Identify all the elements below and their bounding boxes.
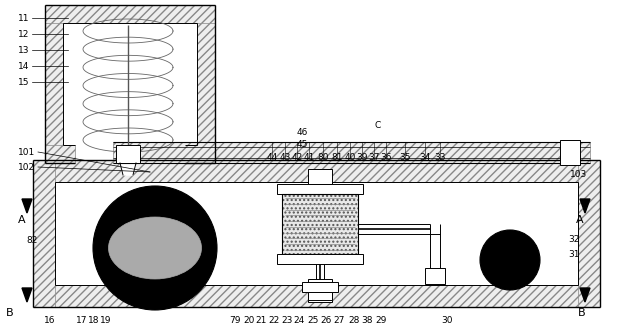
Text: 22: 22 [268,316,279,325]
Text: 28: 28 [349,316,360,325]
Text: 34: 34 [419,153,431,162]
Bar [302,282,338,292]
Text: 33: 33 [434,153,446,162]
Text: 81: 81 [331,153,343,162]
Bar [33,285,600,307]
Circle shape [143,236,167,260]
Text: 32: 32 [568,235,580,244]
Bar [33,160,55,307]
Text: 37: 37 [368,153,379,162]
Bar [116,145,140,163]
Circle shape [127,220,183,276]
Text: 17: 17 [76,316,88,325]
Text: 102: 102 [18,163,35,172]
Bar [45,145,75,163]
Text: B: B [6,308,14,318]
Bar [578,160,600,307]
Bar [197,5,215,163]
Text: 25: 25 [307,316,319,325]
Bar [33,160,600,182]
Bar [308,292,332,300]
Text: 41: 41 [303,153,315,162]
Text: B: B [578,308,586,318]
Bar [308,294,332,302]
Text: 14: 14 [18,62,30,71]
Text: 19: 19 [100,316,112,325]
Bar [282,194,358,254]
Text: 12: 12 [18,30,30,39]
Polygon shape [120,163,136,175]
Text: 11: 11 [18,14,30,23]
Text: 82: 82 [27,236,38,245]
Text: 20: 20 [243,316,255,325]
Text: 40: 40 [344,153,356,162]
Text: 45: 45 [296,140,308,149]
Text: A: A [18,215,26,225]
Text: 35: 35 [399,153,411,162]
Text: 27: 27 [333,316,345,325]
Bar [308,169,332,184]
Text: 38: 38 [362,316,373,325]
Text: 39: 39 [356,153,368,162]
Bar [425,268,445,284]
Bar [113,142,590,163]
Text: 44: 44 [266,153,277,162]
Text: 23: 23 [281,316,293,325]
Circle shape [498,248,522,272]
Text: 42: 42 [291,153,303,162]
Text: 13: 13 [18,46,30,55]
Polygon shape [22,288,32,302]
Text: 46: 46 [296,128,308,137]
Text: 16: 16 [44,316,56,325]
Text: 31: 31 [568,250,580,259]
Text: 29: 29 [375,316,387,325]
Text: 36: 36 [380,153,392,162]
Text: 80: 80 [317,153,329,162]
Circle shape [480,230,540,290]
Text: 26: 26 [320,316,332,325]
Bar [282,194,358,254]
Ellipse shape [109,217,201,279]
Text: 30: 30 [441,316,453,325]
Text: 79: 79 [229,316,241,325]
Text: 43: 43 [279,153,290,162]
Bar [277,254,363,264]
Bar [45,5,215,23]
Text: C: C [375,121,381,130]
Text: 18: 18 [88,316,99,325]
Polygon shape [580,199,590,213]
Bar [560,140,580,165]
Polygon shape [580,288,590,302]
Text: 21: 21 [255,316,267,325]
Text: 24: 24 [294,316,305,325]
Polygon shape [22,199,32,213]
Text: 103: 103 [570,170,587,179]
Bar [308,279,332,287]
Text: A: A [576,215,584,225]
Text: 15: 15 [18,78,30,87]
Circle shape [93,186,217,310]
Bar [277,184,363,194]
Bar [185,145,215,163]
Text: 101: 101 [18,148,35,157]
Bar [45,5,63,163]
